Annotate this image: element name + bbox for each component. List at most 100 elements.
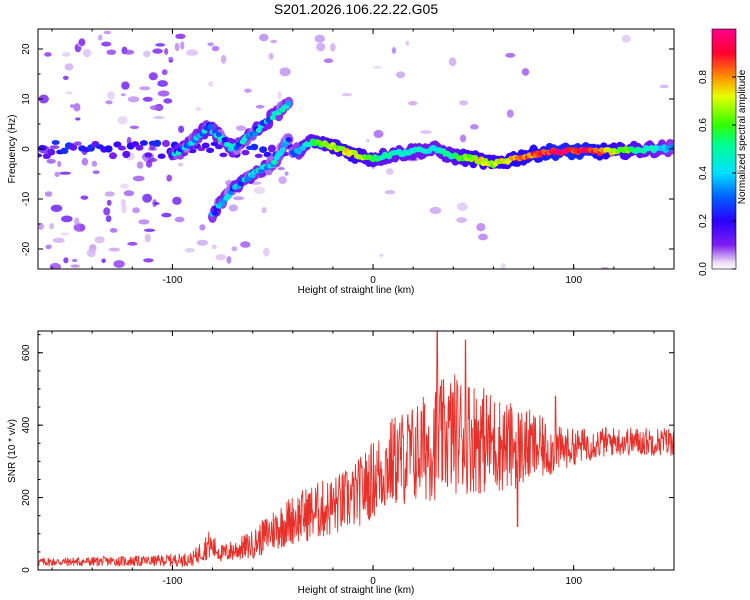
noise-blob <box>61 215 73 223</box>
noise-blob <box>391 47 397 54</box>
noise-blob <box>127 241 138 246</box>
noise-blob <box>386 168 394 175</box>
noise-blob <box>420 130 432 135</box>
spectrogram-cells <box>38 30 674 269</box>
noise-blob <box>123 190 135 197</box>
noise-blob <box>117 116 128 125</box>
noise-blob <box>195 106 202 112</box>
spectrogram-x-ticks: -100 0 100 <box>51 29 655 286</box>
noise-blob <box>178 162 184 167</box>
y-tick-label: 0 <box>21 567 32 573</box>
noise-blob <box>78 38 86 46</box>
noise-blob <box>123 49 135 55</box>
y-tick-label: -20 <box>21 241 32 256</box>
noise-blob <box>180 41 185 50</box>
noise-blob <box>263 247 270 257</box>
noise-blob <box>91 160 98 167</box>
noise-blob <box>460 134 467 143</box>
noise-blob <box>164 48 169 55</box>
noise-blob <box>101 41 112 47</box>
noise-blob <box>175 33 186 39</box>
band-blob <box>267 144 276 153</box>
noise-blob <box>153 115 165 120</box>
band-blob <box>144 152 153 158</box>
band-blob <box>162 139 170 148</box>
noise-blob <box>153 202 160 205</box>
noise-blob <box>49 223 55 230</box>
noise-blob <box>228 204 238 212</box>
noise-blob <box>155 43 166 47</box>
noise-blob <box>166 174 172 182</box>
band-blob <box>135 144 144 151</box>
snr-x-ticks: -100 0 100 <box>51 331 655 587</box>
band-blob <box>153 139 162 147</box>
ridge-cell <box>237 180 244 187</box>
noise-blob <box>244 88 252 93</box>
noise-blob <box>208 81 214 88</box>
noise-blob <box>405 40 410 46</box>
noise-blob <box>62 75 69 80</box>
noise-blob <box>330 43 336 52</box>
noise-blob <box>136 161 144 169</box>
noise-blob <box>456 217 467 224</box>
spectrogram-x-axis-label: Height of straight line (km) <box>298 285 415 296</box>
ridge-cell <box>291 152 298 158</box>
noise-blob <box>235 125 247 131</box>
noise-blob <box>105 215 112 223</box>
noise-blob <box>277 91 282 100</box>
noise-blob <box>81 157 89 166</box>
band-blob <box>206 147 215 153</box>
band-blob <box>254 153 263 158</box>
noise-blob <box>261 207 267 214</box>
colorbar-label: Normalized spectral amplitude <box>737 69 748 204</box>
band-blob <box>73 141 82 146</box>
noise-blob <box>207 42 214 47</box>
noise-blob <box>70 104 75 108</box>
noise-blob <box>396 71 406 79</box>
band-blob <box>215 144 223 150</box>
noise-blob <box>97 34 103 41</box>
noise-blob <box>270 39 278 44</box>
noise-blob <box>113 260 125 268</box>
noise-blob <box>121 205 127 214</box>
noise-blob <box>448 57 457 67</box>
noise-blob <box>506 109 514 118</box>
noise-blob <box>215 254 227 261</box>
noise-blob <box>62 52 71 57</box>
band-blob <box>219 152 228 158</box>
noise-blob <box>365 138 370 143</box>
noise-blob <box>80 195 89 200</box>
ridge-cell <box>285 137 292 143</box>
noise-blob <box>233 196 244 201</box>
colorbar-tick-label: 0.6 <box>698 118 709 132</box>
ridge-cell <box>211 210 218 216</box>
band-blob <box>250 143 259 151</box>
noise-blob <box>127 96 140 103</box>
ridge-cell <box>249 173 256 179</box>
y-tick-label: 0 <box>21 146 32 152</box>
x-tick-label: -100 <box>162 275 182 286</box>
noise-blob <box>92 170 100 174</box>
noise-blob <box>379 253 384 258</box>
noise-blob <box>178 125 185 133</box>
noise-blob <box>226 256 232 264</box>
noise-blob <box>168 56 174 60</box>
noise-blob <box>341 93 352 97</box>
band-blob <box>157 153 166 159</box>
noise-blob <box>220 54 227 64</box>
noise-blob <box>152 48 163 54</box>
band-blob <box>47 148 56 156</box>
noise-blob <box>144 233 151 243</box>
noise-blob <box>174 216 185 223</box>
noise-blob <box>132 207 141 214</box>
x-tick-label: 100 <box>565 275 582 286</box>
noise-blob <box>49 262 61 269</box>
colorbar-tick-label: 0.8 <box>698 70 709 84</box>
band-blob <box>122 150 131 159</box>
noise-blob <box>101 258 106 264</box>
noise-blob <box>457 202 468 212</box>
noise-blob <box>459 100 468 106</box>
noise-blob <box>199 224 206 231</box>
noise-blob <box>521 68 530 76</box>
